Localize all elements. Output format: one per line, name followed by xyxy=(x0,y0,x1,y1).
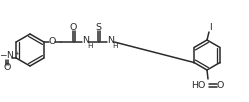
Text: $^-$O$-$N$^+$: $^-$O$-$N$^+$ xyxy=(0,50,22,61)
Text: N: N xyxy=(107,36,114,45)
Text: I: I xyxy=(210,23,212,33)
Text: O: O xyxy=(3,63,11,72)
Text: O: O xyxy=(48,38,56,47)
Text: H: H xyxy=(112,43,118,48)
Text: O: O xyxy=(216,80,224,89)
Text: HO: HO xyxy=(191,80,205,89)
Text: S: S xyxy=(96,23,102,33)
Text: H: H xyxy=(87,43,93,48)
Text: O: O xyxy=(70,23,77,33)
Text: N: N xyxy=(82,36,89,45)
